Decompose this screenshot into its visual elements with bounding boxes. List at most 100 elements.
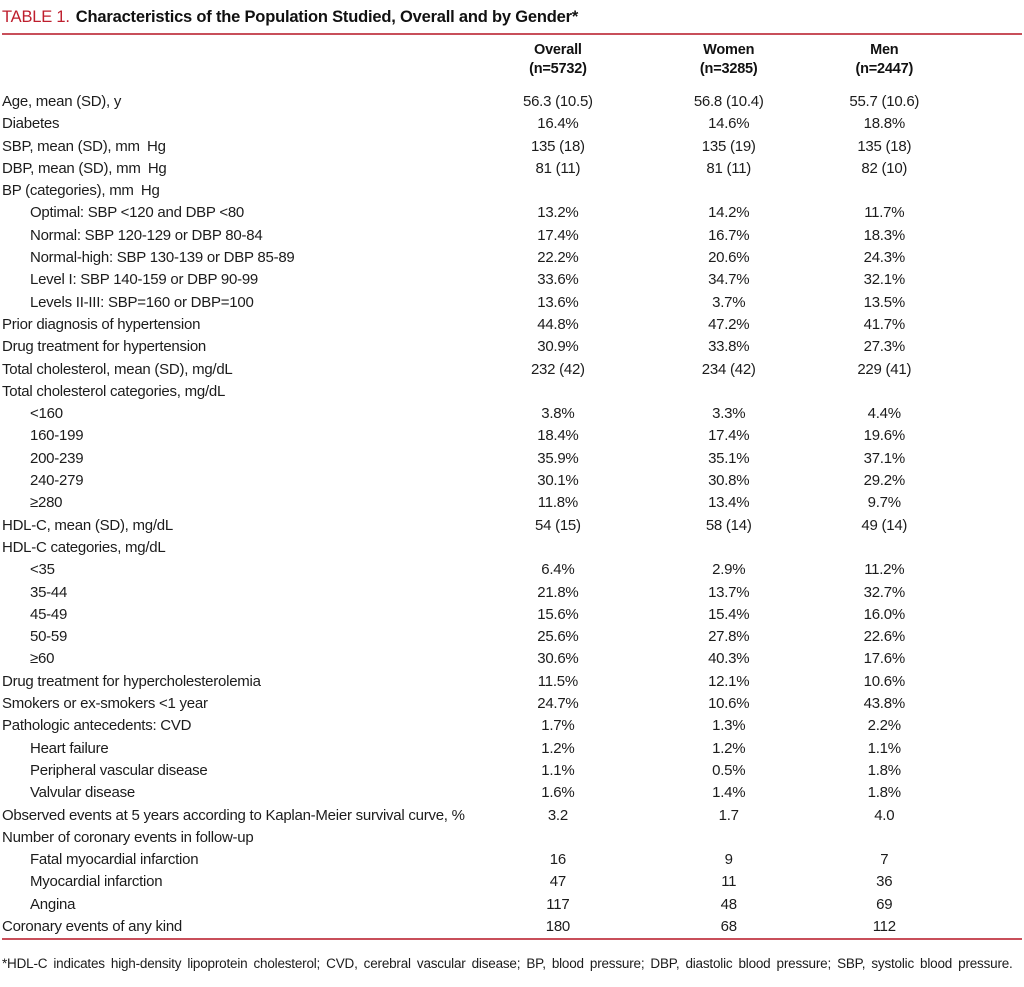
row-value-overall xyxy=(471,537,644,559)
row-value-overall: 30.6% xyxy=(537,650,579,668)
row-value-women: 12.1% xyxy=(708,672,750,690)
row-value-women: 56.8 (10.4) xyxy=(693,93,764,110)
row-value-overall: 117 xyxy=(546,895,570,913)
row-value-men: 69 xyxy=(876,895,893,913)
row-label: <35 xyxy=(30,561,55,579)
row-value-men: 43.8% xyxy=(863,695,906,713)
row-value-overall: 135 (18) xyxy=(530,137,585,155)
row-value-men: 22.6% xyxy=(863,628,906,646)
top-rule xyxy=(2,33,1022,35)
row-value-women: 33.8% xyxy=(708,338,750,356)
row-value-men: 4.4% xyxy=(867,405,901,423)
row-value-men: 32.7% xyxy=(863,583,906,601)
table-row: Total cholesterol, mean (SD), mg/dL 232 … xyxy=(2,359,1022,381)
row-spacer xyxy=(956,760,1022,782)
header-men: Men (n=2447) xyxy=(813,35,956,86)
row-label: Total cholesterol categories, mg/dL xyxy=(2,382,226,400)
row-spacer xyxy=(956,470,1022,492)
row-label: Prior diagnosis of hypertension xyxy=(2,315,201,333)
table-body: Age, mean (SD), y 56.3 (10.5) 56.8 (10.4… xyxy=(2,86,1022,938)
row-value-women: 58 (14) xyxy=(705,516,752,534)
header-empty-cell xyxy=(2,35,471,86)
row-value-overall: 21.8% xyxy=(537,583,579,601)
characteristics-table: Overall (n=5732) Women (n=3285) Men (n=2… xyxy=(2,35,1022,938)
row-spacer xyxy=(956,86,1022,113)
row-spacer xyxy=(956,425,1022,447)
row-value-men xyxy=(813,537,956,559)
row-value-overall: 3.2 xyxy=(547,806,568,824)
table-row: Fatal myocardial infarction 16 9 7 xyxy=(2,849,1022,871)
row-value-men: 41.7% xyxy=(863,315,906,333)
row-value-overall: 47 xyxy=(549,873,566,891)
row-spacer xyxy=(956,225,1022,247)
table-number-label: TABLE 1. xyxy=(2,8,70,26)
header-women-n: (n=3285) xyxy=(699,61,758,77)
row-spacer xyxy=(956,336,1022,358)
row-value-women: 30.8% xyxy=(708,472,750,490)
row-value-overall: 13.2% xyxy=(537,204,579,222)
row-value-overall: 15.6% xyxy=(537,605,579,623)
row-spacer xyxy=(956,314,1022,336)
row-label: HDL-C categories, mg/dL xyxy=(2,538,166,556)
row-value-overall: 11.5% xyxy=(537,672,578,690)
row-value-overall: 44.8% xyxy=(537,315,579,333)
row-value-women xyxy=(645,827,813,849)
footnote-rule xyxy=(2,938,1022,941)
row-value-men: 27.3% xyxy=(863,338,906,356)
row-value-women: 135 (19) xyxy=(701,137,756,155)
row-value-women: 10.6% xyxy=(708,695,750,713)
row-value-women: 48 xyxy=(720,895,737,913)
header-overall-name: Overall xyxy=(533,42,582,58)
row-value-overall: 54 (15) xyxy=(534,516,581,534)
row-spacer xyxy=(956,805,1022,827)
row-value-men: 9.7% xyxy=(867,494,901,512)
row-spacer xyxy=(956,827,1022,849)
row-value-overall: 1.2% xyxy=(541,739,575,757)
row-value-women: 11 xyxy=(721,873,737,891)
row-label: ≥280 xyxy=(30,494,63,512)
table-row: HDL-C categories, mg/dL xyxy=(2,537,1022,559)
row-label: SBP, mean (SD), mm Hg xyxy=(2,137,166,155)
row-label: Smokers or ex-smokers <1 year xyxy=(2,695,208,713)
row-value-overall: 18.4% xyxy=(537,427,579,445)
row-spacer xyxy=(956,158,1022,180)
row-value-men: 36 xyxy=(876,873,893,891)
table-row: ≥280 11.8% 13.4% 9.7% xyxy=(2,492,1022,514)
row-label: Fatal myocardial infarction xyxy=(30,851,199,869)
row-spacer xyxy=(956,247,1022,269)
row-label: Age, mean (SD), y xyxy=(2,93,122,110)
row-value-men: 1.1% xyxy=(867,739,901,757)
row-spacer xyxy=(956,782,1022,804)
table-row: Drug treatment for hypercholesterolemia … xyxy=(2,671,1022,693)
table-row: 200-239 35.9% 35.1% 37.1% xyxy=(2,448,1022,470)
table-row: Optimal: SBP <120 and DBP <80 13.2% 14.2… xyxy=(2,202,1022,224)
row-value-men: 4.0 xyxy=(874,806,895,824)
header-men-n: (n=2447) xyxy=(855,61,914,77)
row-label: 50-59 xyxy=(30,628,68,646)
table-row: HDL-C, mean (SD), mg/dL 54 (15) 58 (14) … xyxy=(2,515,1022,537)
table-row: Peripheral vascular disease 1.1% 0.5% 1.… xyxy=(2,760,1022,782)
row-value-women: 34.7% xyxy=(708,271,750,289)
table-row: 50-59 25.6% 27.8% 22.6% xyxy=(2,626,1022,648)
row-spacer xyxy=(956,448,1022,470)
table-row: 45-49 15.6% 15.4% 16.0% xyxy=(2,604,1022,626)
row-value-men: 7 xyxy=(880,851,889,869)
row-value-men: 135 (18) xyxy=(857,137,912,155)
table-row: Total cholesterol categories, mg/dL xyxy=(2,381,1022,403)
row-value-women: 27.8% xyxy=(708,628,750,646)
row-spacer xyxy=(956,582,1022,604)
table-row: Drug treatment for hypertension 30.9% 33… xyxy=(2,336,1022,358)
table-footnote: *HDL-C indicates high-density lipoprotei… xyxy=(2,956,1013,972)
table-row: DBP, mean (SD), mm Hg 81 (11) 81 (11) 82… xyxy=(2,158,1022,180)
row-value-women xyxy=(645,180,813,202)
row-spacer xyxy=(956,359,1022,381)
row-value-men: 32.1% xyxy=(863,271,906,289)
row-value-overall: 1.7% xyxy=(541,717,575,735)
table-row: Age, mean (SD), y 56.3 (10.5) 56.8 (10.4… xyxy=(2,86,1022,113)
row-value-women: 3.3% xyxy=(712,405,746,423)
row-spacer xyxy=(956,894,1022,916)
row-value-men: 24.3% xyxy=(863,249,906,267)
row-value-women: 3.7% xyxy=(712,293,746,311)
table-row: <35 6.4% 2.9% 11.2% xyxy=(2,559,1022,581)
row-value-men: 229 (41) xyxy=(857,360,912,378)
